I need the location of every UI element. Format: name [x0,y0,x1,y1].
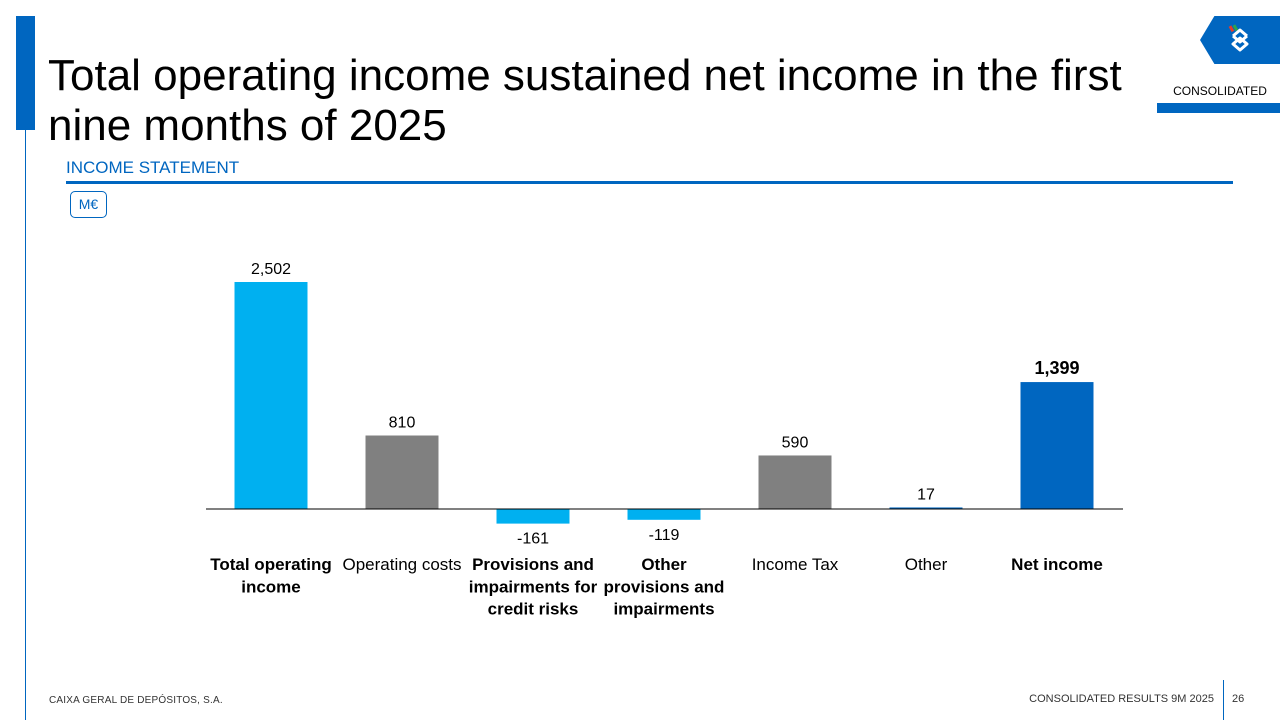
value-label-5: 17 [917,486,935,503]
category-label-5: Other [905,555,948,574]
category-label-4: Income Tax [752,555,839,574]
category-label-0: Total operating income [210,555,332,596]
page-number: 26 [1232,693,1245,705]
value-label-0: 2,502 [251,261,291,278]
bar-4 [758,455,832,509]
value-label-1: 810 [389,415,416,432]
value-label-2: -161 [517,531,549,548]
bar-1 [365,435,439,509]
left-margin-line [25,130,26,720]
cgd-logo-icon [1228,24,1249,52]
category-label-3: Other provisions and impairments [604,555,725,619]
value-label-3: -119 [649,527,680,544]
bar-3 [627,509,701,520]
footer-divider [1223,680,1224,720]
category-label-6: Net income [1011,555,1103,574]
category-label-2: Provisions and impairments for credit risk… [469,555,598,619]
company-logo [1200,16,1280,64]
title-accent-bar [16,16,35,130]
consolidated-badge-bar [1157,103,1280,113]
consolidated-badge: CONSOLIDATED [1173,84,1267,98]
bar-2 [496,509,570,524]
section-divider [66,181,1233,184]
category-label-1: Operating costs [342,555,461,574]
page-title: Total operating income sustained net inc… [48,51,1122,151]
value-label-4: 590 [782,434,809,451]
value-label-6: 1,399 [1034,358,1079,378]
unit-badge: M€ [70,191,107,218]
footer-company: CAIXA GERAL DE DEPÓSITOS, S.A. [49,695,223,706]
bar-6 [1020,382,1094,509]
section-title: INCOME STATEMENT [66,158,240,177]
bar-0 [234,282,308,509]
footer-report: CONSOLIDATED RESULTS 9M 2025 [1029,693,1214,705]
bar-5 [889,507,963,509]
